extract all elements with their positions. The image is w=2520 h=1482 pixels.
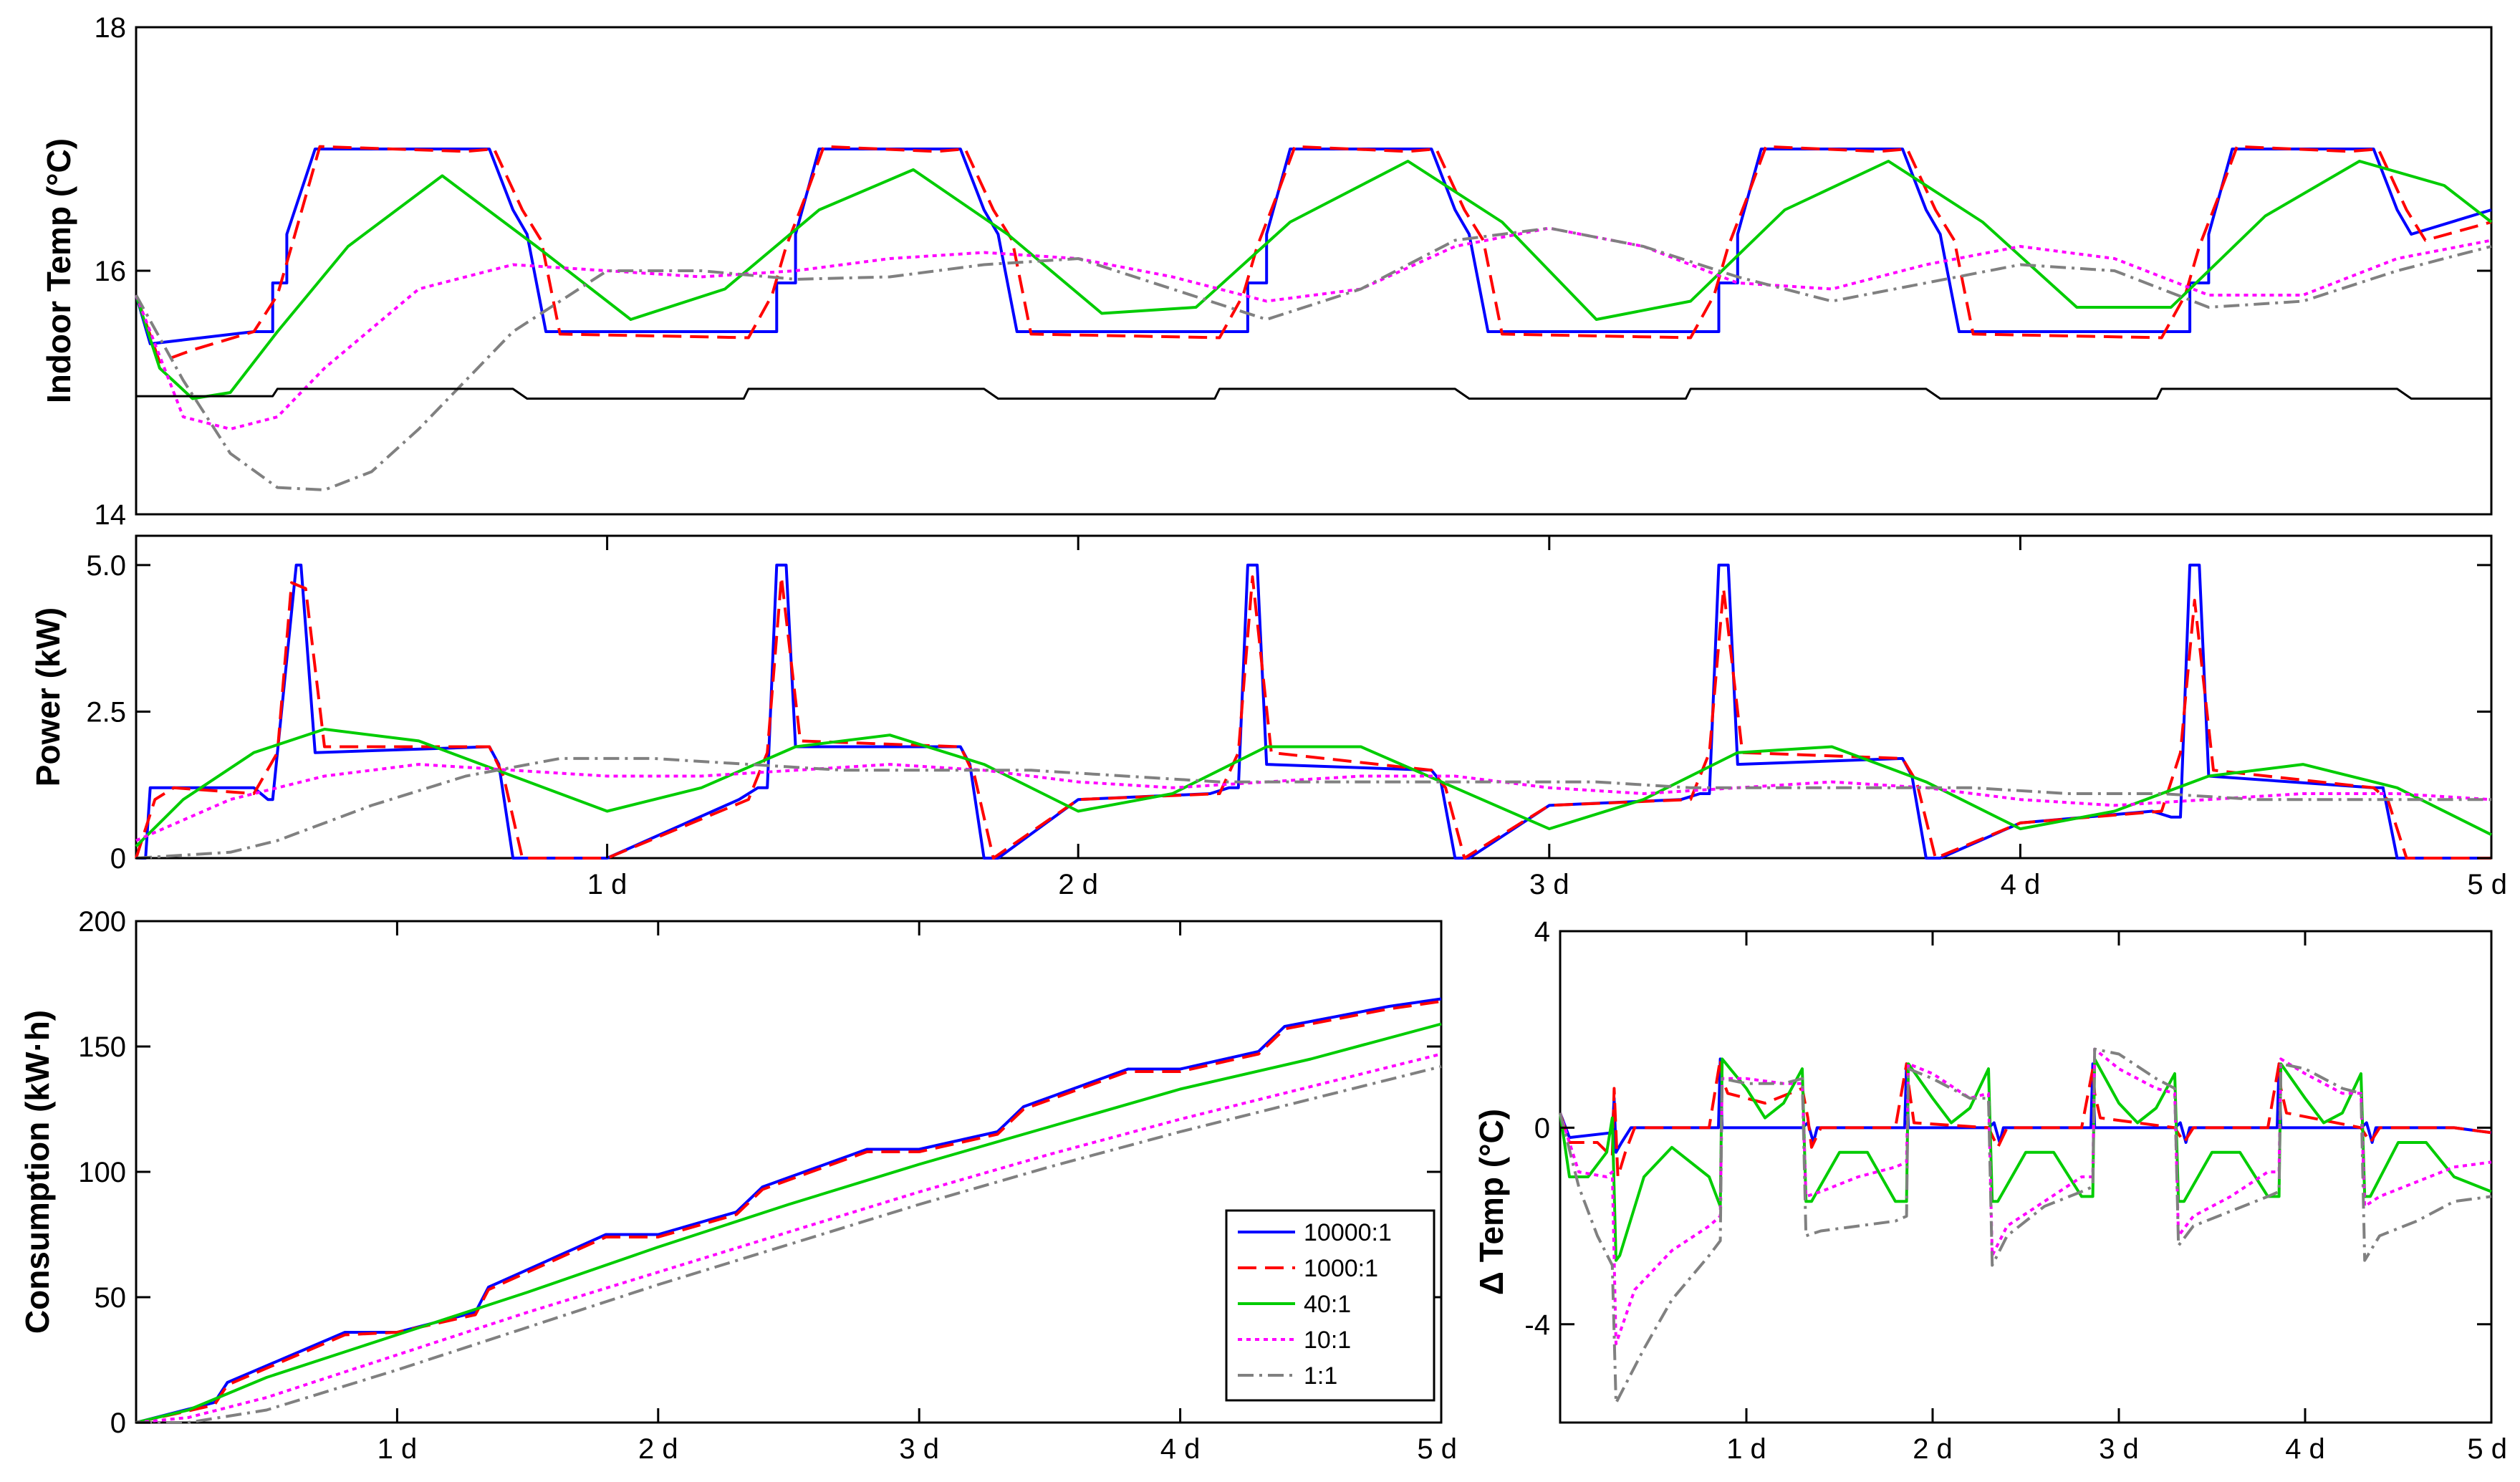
delta-temp-ytick-label: 0 [1534, 1112, 1550, 1144]
consumption-series [135, 997, 1442, 1424]
delta-temp-xtick-label: 3 d [2099, 1433, 2139, 1465]
consumption-xtick-label: 3 d [899, 1433, 939, 1465]
consumption-ticks: 0 50 100 150 200 1 d 2 d 3 d 4 d 5 d [78, 906, 1457, 1465]
consumption-xtick-label: 1 d [377, 1433, 418, 1465]
consumption-xtick-label: 5 d [1417, 1433, 1457, 1465]
legend-entry: 10000:1 [1238, 1219, 1392, 1246]
indoor-temp-ytick-label: 18 [95, 12, 127, 44]
consumption-xtick-label: 2 d [638, 1433, 678, 1465]
power-series-10-to-1 [135, 763, 2492, 842]
indoor-temp-series-40-to-1 [135, 160, 2493, 400]
legend-entry: 1000:1 [1238, 1255, 1378, 1282]
power-xtick-label: 1 d [587, 869, 627, 900]
delta-temp-series [1559, 1047, 2492, 1405]
power-ticks: 0 2.5 5.0 1 d 2 d 3 d 4 d 5 d [86, 536, 2507, 900]
power-xtick-label: 4 d [2001, 869, 2041, 900]
indoor-temp-ylabel: Indoor Temp (°C) [40, 138, 77, 403]
legend-label: 40:1 [1304, 1291, 1351, 1318]
power-xtick-label: 5 d [2467, 869, 2507, 900]
consumption-series-10000-to-1 [135, 997, 1442, 1424]
delta-temp-ytick-label: -4 [1524, 1309, 1550, 1341]
power-series-40-to-1 [135, 728, 2492, 848]
delta-temp-series-1-to-1 [1559, 1047, 2492, 1405]
legend-entry: 1:1 [1238, 1362, 1337, 1390]
delta-temp-xtick-label: 1 d [1726, 1433, 1766, 1465]
consumption-ytick-label: 200 [78, 906, 126, 938]
power-ytick-label: 0 [110, 843, 126, 875]
power-series-1000-to-1 [135, 575, 2491, 860]
consumption-axes-box [135, 920, 1443, 1424]
consumption-panel: 0 50 100 150 200 1 d 2 d 3 d 4 d 5 d Consumption … [19, 906, 1457, 1465]
consumption-xtick-label: 4 d [1160, 1433, 1201, 1465]
legend-label: 10000:1 [1304, 1219, 1392, 1246]
legend-label: 1:1 [1304, 1362, 1337, 1390]
delta-temp-xtick-label: 4 d [2285, 1433, 2325, 1465]
consumption-series-40-to-1 [135, 1022, 1442, 1424]
delta-temp-xtick-label: 2 d [1913, 1433, 1953, 1465]
legend-box [1225, 1209, 1435, 1402]
indoor-temp-axes-box [135, 26, 2493, 516]
power-xtick-label: 2 d [1058, 869, 1098, 900]
legend-entry: 10:1 [1238, 1327, 1351, 1354]
power-xtick-label: 3 d [1529, 869, 1569, 900]
legend: 10000:1 1000:1 40:1 10:1 1:1 [1225, 1209, 1435, 1402]
indoor-temp-ticks: 14 16 18 [95, 12, 2491, 531]
consumption-ytick-label: 100 [78, 1157, 126, 1188]
delta-temp-ylabel: Δ Temp (°C) [1473, 1109, 1510, 1295]
power-ytick-label: 2.5 [86, 696, 126, 728]
indoor-temp-series-setpoint [136, 388, 2491, 400]
power-axes-box [135, 534, 2493, 860]
indoor-temp-panel: 14 16 18 Indoor Temp (°C) [40, 12, 2493, 531]
delta-temp-ticks: -4 0 4 1 d 2 d 3 d 4 d 5 d [1524, 916, 2507, 1465]
delta-temp-series-10-to-1 [1559, 1047, 2492, 1346]
indoor-temp-ytick-label: 14 [95, 499, 127, 531]
consumption-series-1000-to-1 [135, 1000, 1442, 1424]
delta-temp-xtick-label: 5 d [2467, 1433, 2507, 1465]
legend-label: 1000:1 [1304, 1255, 1378, 1282]
delta-temp-ytick-label: 4 [1534, 916, 1550, 948]
indoor-temp-series-10000-to-1 [135, 148, 2492, 345]
legend-label: 10:1 [1304, 1327, 1351, 1354]
consumption-series-10-to-1 [135, 1052, 1442, 1424]
consumption-ytick-label: 150 [78, 1031, 126, 1063]
consumption-ylabel: Consumption (kW·h) [19, 1010, 56, 1334]
delta-temp-axes-box [1559, 930, 2493, 1424]
indoor-temp-series-1000-to-1 [135, 145, 2492, 364]
power-panel: 0 2.5 5.0 1 d 2 d 3 d 4 d 5 d Power (kW) [29, 534, 2507, 900]
consumption-ytick-label: 50 [95, 1282, 127, 1314]
indoor-temp-ytick-label: 16 [95, 256, 127, 287]
consumption-series-1-to-1 [136, 1065, 1442, 1424]
indoor-temp-series [135, 145, 2493, 491]
power-ylabel: Power (kW) [29, 607, 67, 786]
power-ytick-label: 5.0 [86, 550, 126, 582]
consumption-ytick-label: 0 [110, 1408, 126, 1439]
delta-temp-panel: -4 0 4 1 d 2 d 3 d 4 d 5 d Δ Temp (°C) [1473, 916, 2507, 1465]
power-series [135, 563, 2492, 860]
legend-entry: 40:1 [1238, 1291, 1351, 1318]
indoor-temp-series-1-to-1 [135, 226, 2492, 491]
power-series-1-to-1 [135, 756, 2491, 860]
